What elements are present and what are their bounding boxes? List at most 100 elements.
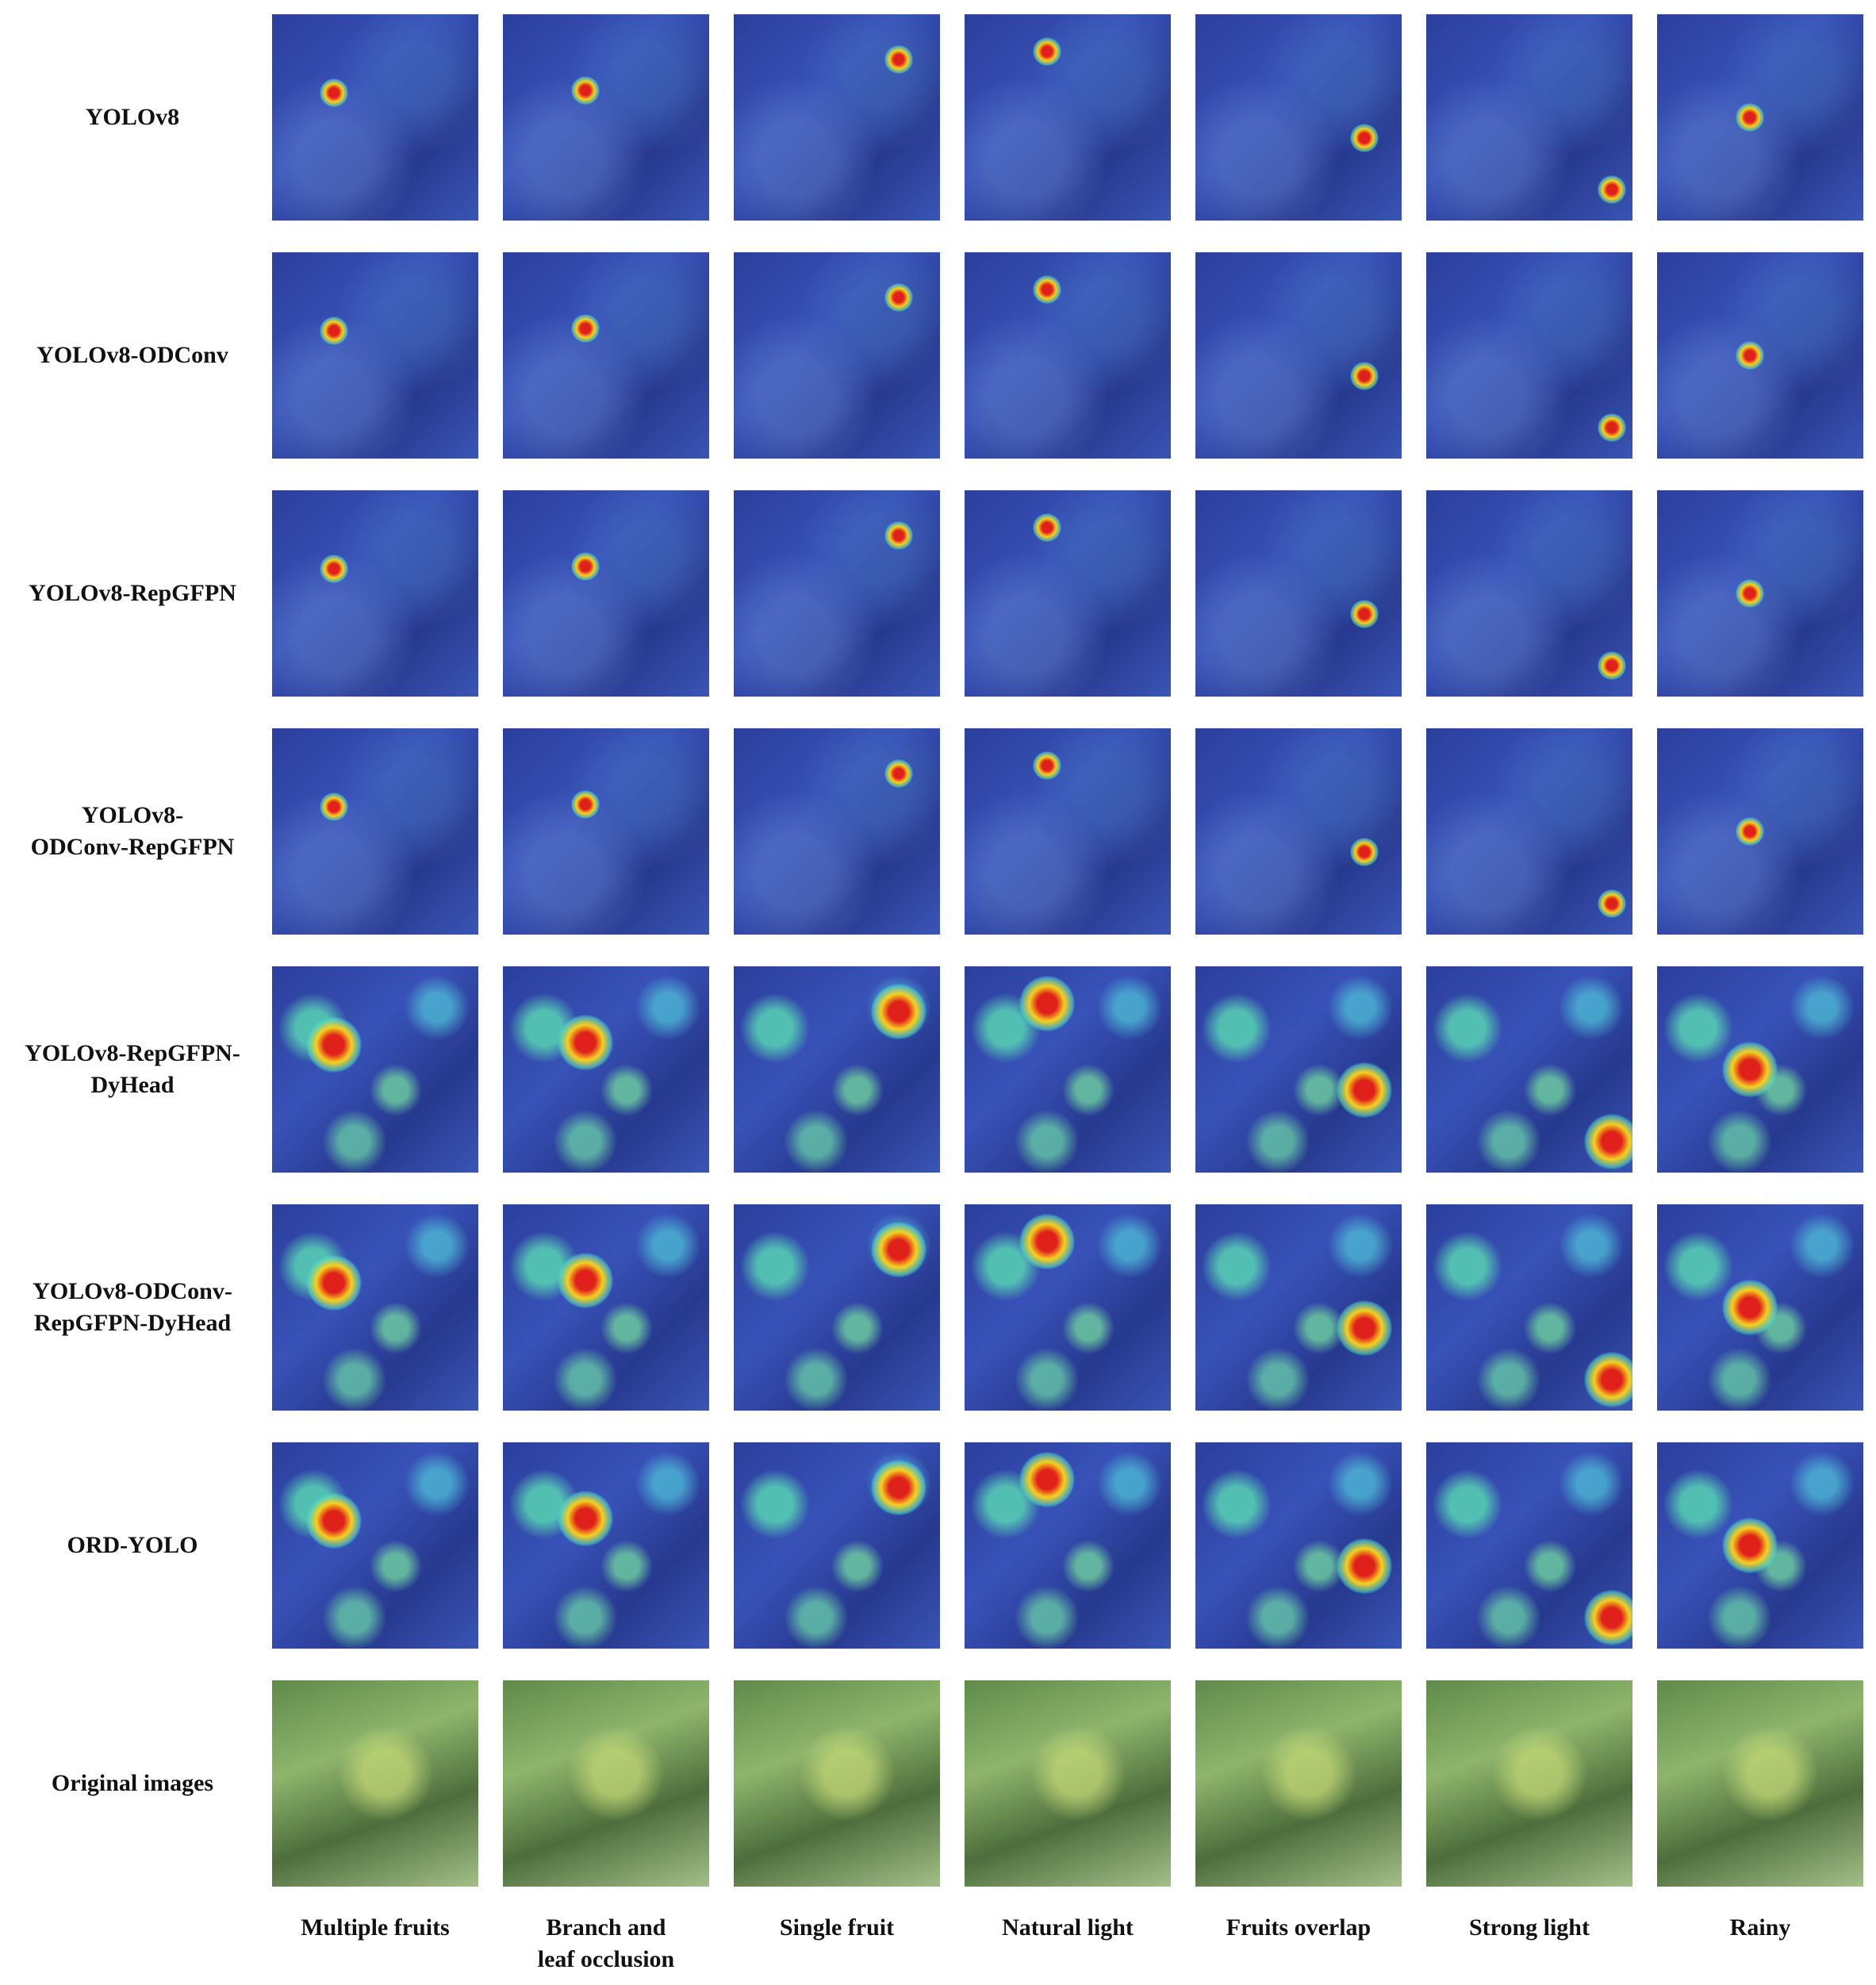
heatmap-image xyxy=(1657,728,1863,935)
heatmap-image xyxy=(734,1442,940,1649)
heatmap-image xyxy=(503,728,709,935)
hotspot xyxy=(1337,1300,1393,1356)
hotspot xyxy=(1722,1280,1778,1335)
heatmap-image xyxy=(1195,252,1402,459)
hotspot xyxy=(320,78,348,107)
row-label-line: ORD-YOLO xyxy=(67,1532,198,1558)
hotspot xyxy=(1598,413,1626,442)
hotspot xyxy=(1736,103,1764,132)
row-label-line: YOLOv8-RepGFPN xyxy=(29,580,236,606)
hotspot xyxy=(558,1491,613,1547)
column-label: Single fruit xyxy=(718,1912,956,1944)
heatmap-image xyxy=(272,490,478,697)
heatmap-image xyxy=(272,1442,478,1649)
hotspot xyxy=(1019,1451,1075,1507)
hotspot xyxy=(871,1460,926,1516)
hotspot xyxy=(884,283,913,313)
heatmap-image xyxy=(503,490,709,697)
hotspot xyxy=(1736,341,1764,370)
heatmap-image xyxy=(965,728,1171,935)
heatmap-image xyxy=(503,14,709,221)
row-label-line: YOLOv8-ODConv xyxy=(36,342,228,368)
hotspot xyxy=(1598,175,1626,204)
heatmap-image xyxy=(1195,490,1402,697)
hotspot xyxy=(1350,124,1379,152)
heatmap-image xyxy=(503,966,709,1173)
heatmap-image xyxy=(1657,14,1863,221)
original-image xyxy=(734,1680,940,1887)
original-image xyxy=(965,1680,1171,1887)
heatmap-image xyxy=(965,1204,1171,1411)
heatmap-image xyxy=(965,966,1171,1173)
original-image xyxy=(272,1680,478,1887)
hotspot xyxy=(1584,1114,1632,1169)
column-label: Strong light xyxy=(1410,1912,1648,1944)
heatmap-image xyxy=(1426,966,1632,1173)
heatmap-image xyxy=(503,1442,709,1649)
hotspot xyxy=(871,984,926,1040)
heatmap-image xyxy=(965,252,1171,459)
hotspot xyxy=(1584,1352,1632,1407)
row-label: ORD-YOLO xyxy=(0,1530,265,1561)
heatmap-image xyxy=(1657,490,1863,697)
original-image xyxy=(1426,1680,1632,1887)
heatmap-image xyxy=(734,728,940,935)
row-label-line: YOLOv8-RepGFPN- xyxy=(25,1040,240,1066)
hotspot xyxy=(1033,751,1061,780)
hotspot xyxy=(320,316,348,345)
hotspot xyxy=(571,552,600,582)
row-label-line: Original images xyxy=(51,1770,214,1796)
hotspot xyxy=(1033,36,1061,66)
hotspot xyxy=(1584,1590,1632,1645)
heatmap-image xyxy=(1195,728,1402,935)
heatmap-image xyxy=(503,252,709,459)
hotspot xyxy=(871,1222,926,1278)
heatmap-image xyxy=(734,14,940,221)
column-label: Fruits overlap xyxy=(1180,1912,1418,1944)
column-label-line: Multiple fruits xyxy=(301,1914,450,1941)
heatmap-image xyxy=(734,966,940,1173)
row-label: YOLOv8-ODConv- RepGFPN-DyHead xyxy=(0,1276,265,1339)
heatmap-image xyxy=(1426,14,1632,221)
heatmap-image xyxy=(1657,1442,1863,1649)
hotspot xyxy=(1019,1213,1075,1269)
heatmap-image xyxy=(1426,1204,1632,1411)
row-label: YOLOv8-ODConv xyxy=(0,340,265,371)
heatmap-image xyxy=(272,966,478,1173)
hotspot xyxy=(1736,579,1764,608)
original-image xyxy=(1657,1680,1863,1887)
column-label: Rainy xyxy=(1641,1912,1876,1944)
heatmap-image xyxy=(965,14,1171,221)
heatmap-image xyxy=(1426,252,1632,459)
hotspot xyxy=(1337,1538,1393,1594)
column-label-line: Branch and xyxy=(546,1914,666,1941)
hotspot xyxy=(1722,1518,1778,1573)
hotspot xyxy=(1033,513,1061,542)
heatmap-image xyxy=(272,728,478,935)
hotspot xyxy=(1350,838,1379,866)
column-label-line: Fruits overlap xyxy=(1226,1914,1372,1941)
column-label-line: Strong light xyxy=(1469,1914,1590,1941)
row-label: YOLOv8 xyxy=(0,102,265,133)
hotspot xyxy=(884,45,913,75)
row-label: YOLOv8-RepGFPN xyxy=(0,578,265,609)
hotspot xyxy=(571,790,600,820)
hotspot xyxy=(1033,275,1061,304)
heatmap-image xyxy=(1195,1442,1402,1649)
hotspot xyxy=(306,1254,362,1311)
hotspot xyxy=(306,1492,362,1549)
hotspot xyxy=(320,792,348,821)
row-label-line: DyHead xyxy=(90,1072,175,1098)
heatmap-image xyxy=(1657,966,1863,1173)
heatmap-image xyxy=(965,490,1171,697)
row-label: Original images xyxy=(0,1768,265,1799)
heatmap-image xyxy=(1657,252,1863,459)
heatmap-image xyxy=(965,1442,1171,1649)
heatmap-image xyxy=(734,490,940,697)
hotspot xyxy=(306,1016,362,1073)
hotspot xyxy=(884,759,913,789)
heatmap-image xyxy=(272,1204,478,1411)
heatmap-image xyxy=(1426,728,1632,935)
row-label-line: YOLOv8- xyxy=(81,802,184,828)
row-label-line: YOLOv8 xyxy=(85,104,180,130)
